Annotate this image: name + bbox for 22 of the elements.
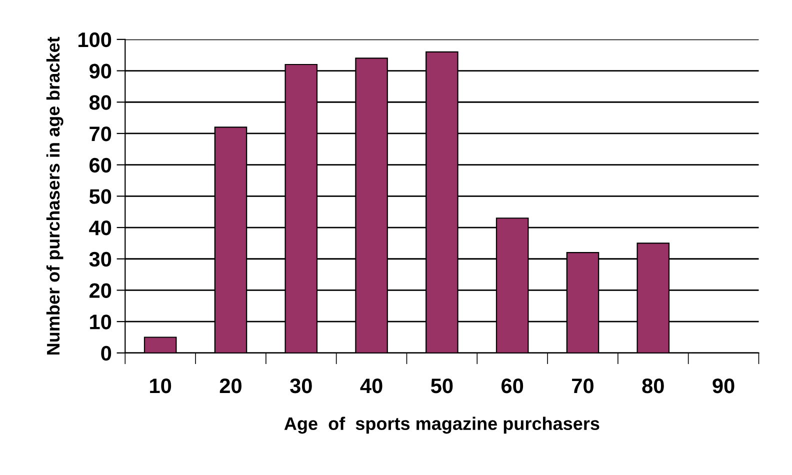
y-tick-label: 90 [89,64,112,79]
y-tick-label: 0 [101,346,112,361]
x-tick-label: 20 [220,378,242,394]
x-tick-label: 60 [502,378,524,394]
y-tick-label: 80 [89,95,112,110]
x-tick-label: 80 [642,378,664,394]
y-tick-label: 40 [89,220,112,236]
y-axis-title: Number of purchasers in age bracket [46,36,64,354]
x-tick-label: 10 [150,378,172,394]
y-tick-label: 100 [78,32,112,48]
y-tick-label: 10 [90,314,112,330]
y-tick-label: 30 [89,252,112,267]
x-tick-label: 30 [290,378,312,394]
y-tick-label: 20 [89,283,112,298]
y-tick-label: 70 [90,126,112,142]
x-tick-label: 90 [712,378,734,394]
x-axis-title: Age of sports magazine purchasers [284,416,600,434]
x-tick-label: 50 [430,378,453,394]
x-tick-label: 70 [572,378,594,394]
y-tick-label: 50 [89,189,112,204]
y-tick-label: 60 [90,158,112,173]
x-tick-label: 40 [360,378,382,394]
